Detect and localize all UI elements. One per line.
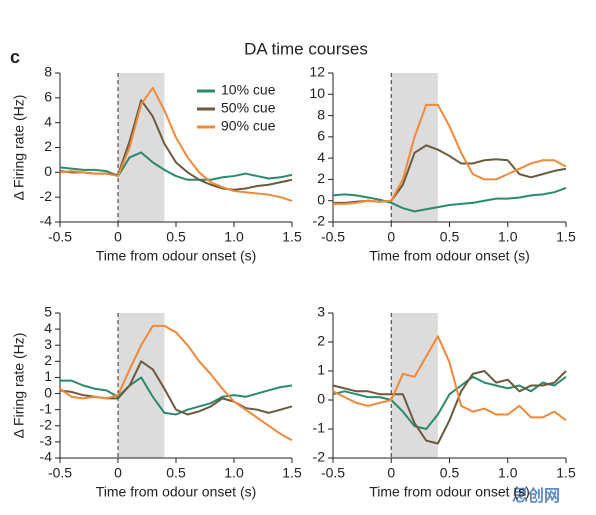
x-tick-label: 0 (387, 229, 395, 245)
y-tick-label: -1 (40, 400, 53, 416)
y-tick-label: -4 (40, 449, 53, 465)
x-tick-label: -0.5 (48, 229, 72, 245)
y-tick-label: 12 (309, 64, 325, 80)
figure-title: DA time courses (244, 39, 368, 58)
x-axis-label: Time from odour onset (s) (96, 248, 257, 264)
y-tick-label: 10 (309, 85, 325, 101)
y-axis-label: Δ Firing rate (Hz) (11, 95, 27, 201)
x-tick-label: 1.5 (556, 229, 576, 245)
x-tick-label: 0 (387, 465, 395, 481)
x-axis-label: Time from odour onset (s) (369, 248, 530, 264)
x-tick-label: 1.5 (556, 465, 576, 481)
x-tick-label: -0.5 (321, 465, 345, 481)
y-tick-label: 3 (44, 336, 52, 352)
y-tick-label: 0 (44, 384, 52, 400)
x-axis-label: Time from odour onset (s) (96, 484, 257, 500)
y-tick-label: 6 (44, 89, 52, 105)
legend-label: 50% cue (221, 100, 276, 116)
y-tick-label: -2 (40, 188, 53, 204)
x-tick-label: -0.5 (48, 465, 72, 481)
y-tick-label: 3 (317, 304, 325, 320)
y-tick-label: 8 (317, 106, 325, 122)
x-tick-label: 0 (114, 229, 122, 245)
y-tick-label: -2 (313, 213, 326, 229)
series-line (332, 375, 567, 430)
y-tick-label: 5 (44, 304, 52, 320)
series-line (59, 151, 293, 181)
y-tick-label: -2 (313, 449, 326, 465)
y-tick-label: -1 (313, 420, 326, 436)
y-tick-label: 6 (317, 128, 325, 144)
legend-label: 10% cue (221, 82, 276, 98)
y-tick-label: 2 (317, 333, 325, 349)
x-tick-label: 0.5 (166, 229, 186, 245)
y-tick-label: 0 (317, 391, 325, 407)
shaded-window (118, 313, 165, 458)
y-axis-label: Δ Firing rate (Hz) (11, 333, 27, 439)
y-tick-label: 0 (317, 191, 325, 207)
y-tick-label: 1 (44, 368, 52, 384)
shaded-window (391, 313, 438, 458)
x-axis-label: Time from odour onset (s) (369, 484, 530, 500)
x-tick-label: 1.0 (224, 229, 244, 245)
y-tick-label: -4 (40, 213, 53, 229)
y-tick-label: 8 (44, 64, 52, 80)
x-tick-label: 0.5 (440, 465, 460, 481)
x-tick-label: 0.5 (440, 229, 460, 245)
y-tick-label: 4 (317, 149, 325, 165)
watermark: 思创网 (512, 486, 560, 505)
series-line (332, 370, 567, 445)
y-tick-label: 0 (44, 163, 52, 179)
x-tick-label: 1.0 (498, 229, 518, 245)
panel-label: c (10, 47, 20, 67)
series-line (333, 144, 567, 204)
y-tick-label: 2 (44, 138, 52, 154)
legend-label: 90% cue (221, 118, 276, 134)
y-tick-label: -3 (40, 433, 53, 449)
x-tick-label: 1.5 (282, 465, 302, 481)
y-tick-label: 1 (317, 362, 325, 378)
y-tick-label: 2 (44, 352, 52, 368)
x-tick-label: -0.5 (321, 229, 345, 245)
series-line (60, 376, 293, 416)
x-tick-label: 1.0 (498, 465, 518, 481)
x-tick-label: 0 (114, 465, 122, 481)
x-tick-label: 0.5 (166, 465, 186, 481)
series-line (332, 335, 567, 422)
series-line (332, 187, 567, 213)
y-tick-label: 4 (44, 113, 52, 129)
y-tick-label: -2 (40, 416, 53, 432)
series-line (59, 324, 293, 442)
y-tick-label: 2 (317, 170, 325, 186)
series-line (59, 86, 293, 202)
y-tick-label: 4 (44, 320, 52, 336)
series-line (333, 103, 567, 205)
shaded-window (118, 73, 165, 222)
x-tick-label: 1.0 (224, 465, 244, 481)
x-tick-label: 1.5 (282, 229, 302, 245)
